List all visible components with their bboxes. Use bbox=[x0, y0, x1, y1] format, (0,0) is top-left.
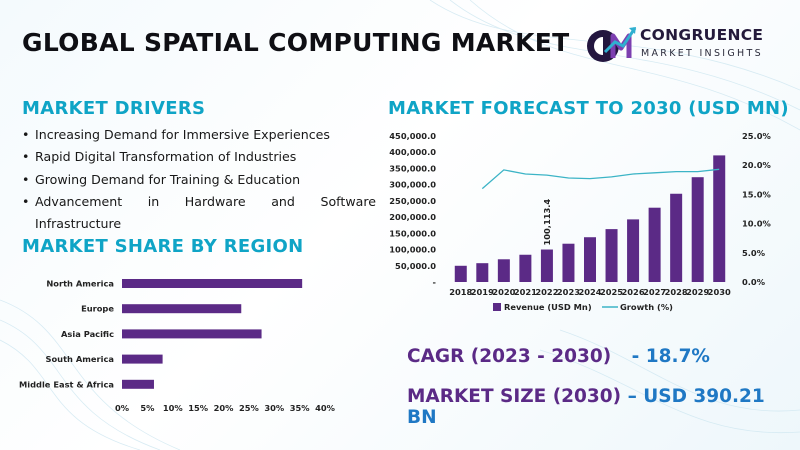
region-label: North America bbox=[46, 279, 114, 289]
y-left-tick-label: 400,000.0 bbox=[389, 147, 436, 157]
x-tick-label: 0% bbox=[115, 403, 130, 413]
y-left-tick-label: 300,000.0 bbox=[389, 180, 436, 190]
revenue-bar bbox=[627, 219, 640, 282]
region-bar bbox=[122, 354, 163, 364]
list-item: Growing Demand for Training & Education bbox=[22, 169, 376, 192]
revenue-bar bbox=[454, 265, 467, 282]
revenue-bar bbox=[584, 237, 596, 282]
y-left-tick-label: 100,000.0 bbox=[389, 245, 436, 255]
logo-name: CONGRUENCE bbox=[640, 26, 764, 44]
x-tick-label: 2018 bbox=[449, 287, 472, 297]
x-tick-label: 2025 bbox=[600, 287, 623, 297]
y-left-tick-label: 450,000.0 bbox=[389, 131, 436, 141]
revenue-bar bbox=[562, 243, 575, 282]
legend-label-revenue: Revenue (USD Mn) bbox=[504, 302, 592, 312]
x-tick-label: 2021 bbox=[514, 287, 537, 297]
cagr-stat: CAGR (2023 - 2030) - 18.7% bbox=[407, 346, 710, 367]
drivers-list: Increasing Demand for Immersive Experien… bbox=[22, 124, 376, 235]
region-bar bbox=[122, 329, 262, 339]
region-label: Middle East & Africa bbox=[19, 379, 114, 389]
x-tick-label: 2024 bbox=[578, 287, 601, 297]
x-tick-label: 2030 bbox=[708, 287, 731, 297]
region-bar bbox=[122, 304, 242, 314]
list-item: Advancement in Hardware and Software Inf… bbox=[22, 191, 376, 236]
market-size-label: MARKET SIZE (2030) bbox=[407, 386, 622, 407]
y-left-tick-label: 50,000.0 bbox=[395, 261, 436, 271]
x-tick-label: 2023 bbox=[557, 287, 580, 297]
revenue-bar bbox=[519, 254, 532, 282]
revenue-bar bbox=[540, 249, 553, 282]
x-tick-label: 30% bbox=[264, 403, 285, 413]
logo-mark-icon bbox=[587, 27, 637, 62]
x-tick-label: 2027 bbox=[643, 287, 666, 297]
x-tick-label: 5% bbox=[140, 403, 155, 413]
company-logo: CONGRUENCE MARKET INSIGHTS bbox=[583, 22, 788, 68]
revenue-bar bbox=[497, 259, 510, 282]
revenue-bar bbox=[648, 207, 661, 282]
x-tick-label: 2029 bbox=[686, 287, 709, 297]
region-share-chart: North America Europe Asia Pacific South Ame… bbox=[19, 279, 336, 414]
revenue-bar bbox=[476, 263, 489, 282]
cagr-value: - 18.7% bbox=[631, 346, 710, 367]
x-tick-label: 20% bbox=[214, 403, 235, 413]
y-right-tick-label: 5.0% bbox=[742, 248, 766, 258]
y-right-tick-label: 10.0% bbox=[742, 219, 771, 229]
x-tick-label: 2020 bbox=[492, 287, 515, 297]
list-item: Rapid Digital Transformation of Industri… bbox=[22, 146, 376, 169]
forecast-chart: - 50,000.0 100,000.0 150,000.0 200,000.0 250,… bbox=[389, 131, 771, 312]
y-left-tick-label: 250,000.0 bbox=[389, 196, 436, 206]
x-tick-label: 2028 bbox=[665, 287, 688, 297]
x-tick-label: 15% bbox=[188, 403, 209, 413]
y-right-tick-label: 0.0% bbox=[742, 277, 766, 287]
x-tick-label: 35% bbox=[290, 403, 311, 413]
region-label: Asia Pacific bbox=[61, 329, 114, 339]
x-tick-label: 25% bbox=[239, 403, 260, 413]
growth-line bbox=[481, 168, 720, 190]
region-bar bbox=[122, 379, 154, 389]
legend-label-growth: Growth (%) bbox=[620, 302, 673, 312]
market-size-stat: MARKET SIZE (2030) – USD 390.21 BN bbox=[407, 386, 800, 428]
region-label: Europe bbox=[81, 304, 114, 314]
region-label: South America bbox=[46, 354, 115, 364]
y-left-tick-label: 150,000.0 bbox=[389, 228, 436, 238]
revenue-bar bbox=[605, 229, 618, 282]
forecast-heading: MARKET FORECAST TO 2030 (USD MN) bbox=[388, 98, 789, 119]
revenue-bar bbox=[691, 177, 704, 282]
x-tick-label: 10% bbox=[163, 403, 184, 413]
logo-tagline: MARKET INSIGHTS bbox=[641, 48, 763, 59]
data-label: 100,113.4 bbox=[542, 199, 552, 246]
x-tick-label: 40% bbox=[315, 403, 336, 413]
region-heading: MARKET SHARE BY REGION bbox=[22, 236, 304, 257]
x-tick-label: 2022 bbox=[535, 287, 558, 297]
drivers-heading: MARKET DRIVERS bbox=[22, 98, 206, 119]
y-right-tick-label: 20.0% bbox=[742, 160, 771, 170]
y-left-tick-label: 350,000.0 bbox=[389, 163, 436, 173]
y-left-tick-label: 200,000.0 bbox=[389, 212, 436, 222]
cagr-label: CAGR (2023 - 2030) bbox=[407, 346, 612, 367]
page-title: GLOBAL SPATIAL COMPUTING MARKET bbox=[22, 28, 570, 57]
legend-swatch-revenue bbox=[493, 303, 501, 311]
market-size-value: – USD 390.21 BN bbox=[407, 386, 765, 428]
x-tick-label: 2026 bbox=[622, 287, 645, 297]
y-left-tick-label: - bbox=[433, 277, 436, 287]
region-bar bbox=[122, 279, 303, 288]
revenue-bar bbox=[670, 193, 683, 282]
x-tick-label: 2019 bbox=[471, 287, 494, 297]
revenue-bar bbox=[713, 155, 726, 282]
list-item: Increasing Demand for Immersive Experien… bbox=[22, 124, 376, 147]
y-right-tick-label: 15.0% bbox=[742, 189, 771, 199]
y-right-tick-label: 25.0% bbox=[742, 131, 771, 141]
